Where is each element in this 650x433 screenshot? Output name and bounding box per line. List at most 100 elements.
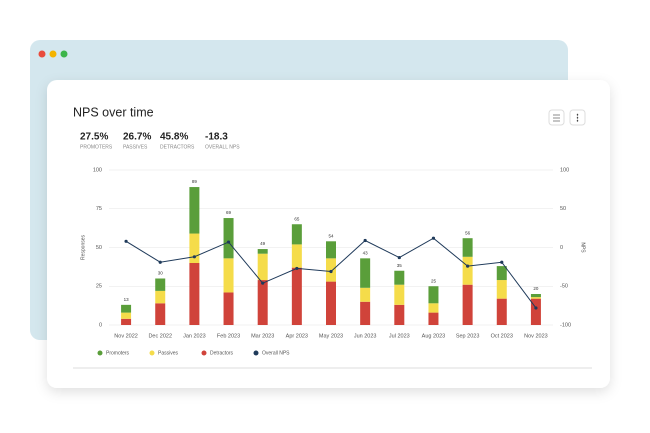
bar-segment xyxy=(257,280,268,325)
nps-point xyxy=(397,255,401,260)
y-tick-label: 50 xyxy=(96,245,102,251)
stat-value: 45.8% xyxy=(160,132,188,143)
legend-swatch xyxy=(253,350,259,356)
bar-segment xyxy=(530,298,541,325)
bar-segment xyxy=(155,303,166,325)
stat-value: 27.5% xyxy=(80,132,108,143)
x-tick-label: Mar 2023 xyxy=(251,333,274,339)
window-dot xyxy=(49,50,57,58)
bar-segment xyxy=(496,298,507,325)
nps-point xyxy=(158,260,162,264)
bar-segment xyxy=(121,312,132,319)
x-tick-label: Aug 2023 xyxy=(422,333,446,339)
bar-segment xyxy=(326,241,336,259)
bar-segment xyxy=(496,280,507,299)
bar-segment xyxy=(394,270,405,285)
nps-point xyxy=(500,260,504,264)
stat-label: DETRACTORS xyxy=(160,144,195,150)
bar-segment xyxy=(428,303,439,313)
bar-segment xyxy=(121,318,132,325)
legend-label: Promoters xyxy=(106,350,130,356)
bar-segment xyxy=(223,292,234,325)
stat-label: OVERALL NPS xyxy=(205,144,240,150)
total-label: 43 xyxy=(363,251,369,256)
settings-button[interactable] xyxy=(548,109,565,126)
bar-segment xyxy=(291,244,302,268)
bar-segment xyxy=(155,290,166,304)
y2-tick-label: 100 xyxy=(560,167,569,173)
y2-axis-title: NPS xyxy=(580,242,586,253)
y-tick-label: 75 xyxy=(96,206,102,212)
x-tick-label: Dec 2022 xyxy=(148,333,172,339)
total-label: 65 xyxy=(294,216,300,221)
bar-segment xyxy=(530,294,541,298)
total-label: 89 xyxy=(192,179,198,184)
total-label: 69 xyxy=(226,210,232,215)
legend-swatch xyxy=(201,350,207,356)
y-tick-label: 100 xyxy=(93,167,102,173)
legend-label: Passives xyxy=(158,350,179,356)
nps-point xyxy=(261,281,265,285)
y-tick-label: 0 xyxy=(99,322,102,328)
x-tick-label: Oct 2023 xyxy=(491,333,513,339)
icon xyxy=(553,114,560,122)
total-label: 30 xyxy=(158,271,164,276)
total-label: 20 xyxy=(533,286,539,291)
nps-point xyxy=(124,239,128,243)
bar-segment xyxy=(155,278,166,291)
total-label: 25 xyxy=(431,278,437,283)
total-label: 49 xyxy=(260,241,266,246)
stat-value: 26.7% xyxy=(123,132,151,143)
legend-swatch xyxy=(97,350,103,356)
bar-segment xyxy=(428,312,439,325)
bar-segment xyxy=(223,258,234,293)
x-tick-label: Jan 2023 xyxy=(183,333,206,339)
bar-segment xyxy=(394,304,405,325)
bar-segment xyxy=(291,224,302,245)
stat-label: PASSIVES xyxy=(123,144,148,150)
bar-segment xyxy=(326,281,336,325)
y2-tick-label: -50 xyxy=(560,284,568,290)
legend-swatch xyxy=(149,350,155,356)
y2-tick-label: 50 xyxy=(560,206,566,212)
x-tick-label: Sep 2023 xyxy=(456,333,480,339)
bar-segment xyxy=(121,304,132,313)
y2-tick-label: 0 xyxy=(560,245,563,251)
nps-point xyxy=(534,306,538,310)
x-tick-label: Nov 2023 xyxy=(524,333,548,339)
bar-segment xyxy=(530,297,541,299)
total-label: 54 xyxy=(328,233,334,238)
bar-segment xyxy=(394,284,405,305)
bar-segment xyxy=(257,253,268,281)
window-dot xyxy=(60,50,68,58)
nps-point xyxy=(329,269,333,274)
legend-label: Detractors xyxy=(210,350,234,356)
x-tick-label: May 2023 xyxy=(319,333,343,339)
total-label: 35 xyxy=(397,263,403,268)
window-dot xyxy=(38,50,46,58)
nps-point xyxy=(295,266,299,271)
stat-label: PROMOTERS xyxy=(80,144,113,150)
bar-segment xyxy=(189,263,200,325)
x-tick-label: Jun 2023 xyxy=(354,333,377,339)
bar-segment xyxy=(291,267,302,325)
nps-point xyxy=(466,264,470,268)
total-label: 56 xyxy=(465,230,471,235)
bar-segment xyxy=(189,187,200,234)
bar-segment xyxy=(462,238,473,257)
nps-point xyxy=(431,236,436,240)
bar-segment xyxy=(360,301,371,325)
bar-segment xyxy=(496,266,507,281)
bar-segment xyxy=(223,218,234,259)
bar-segment xyxy=(360,258,371,288)
total-label: 13 xyxy=(124,297,130,302)
bar-segment xyxy=(360,287,371,302)
chart-title: NPS over time xyxy=(73,105,154,119)
nps-point xyxy=(192,255,196,259)
nps-point xyxy=(226,240,231,244)
bar-segment xyxy=(462,256,473,285)
x-tick-label: Jul 2023 xyxy=(389,333,410,339)
bar-segment xyxy=(257,249,268,254)
bar-segment xyxy=(428,286,439,304)
